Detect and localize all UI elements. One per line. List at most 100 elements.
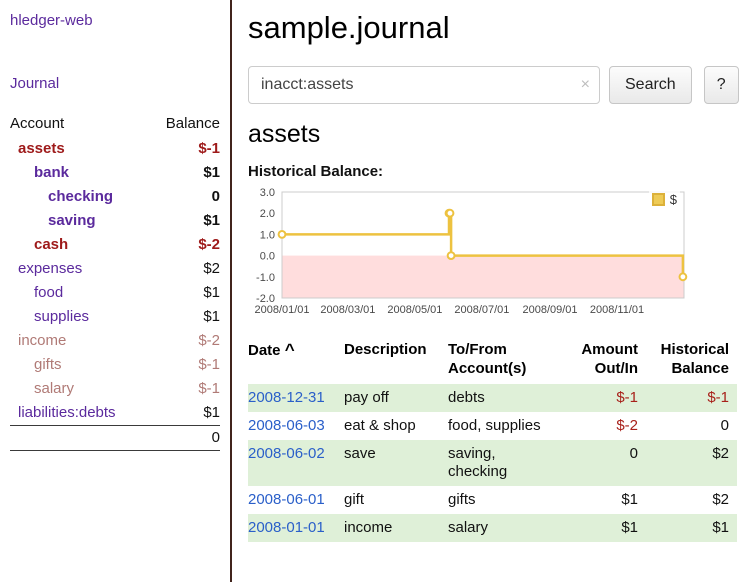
nav-journal-link[interactable]: Journal — [10, 75, 60, 92]
register-date-link[interactable]: 2008-12-31 — [248, 389, 325, 406]
account-cell: cash — [10, 233, 149, 257]
account-link-assets[interactable]: assets — [18, 140, 65, 157]
account-link-saving[interactable]: saving — [48, 212, 96, 229]
app-title-link[interactable]: hledger-web — [10, 12, 93, 29]
register-header-description: Description — [344, 341, 427, 358]
svg-text:2008/01/01: 2008/01/01 — [254, 304, 309, 316]
svg-text:1.0: 1.0 — [260, 229, 275, 241]
svg-text:0.0: 0.0 — [260, 251, 275, 263]
account-balance: $-2 — [198, 332, 220, 349]
search-input[interactable] — [248, 66, 600, 104]
register-accounts: debts — [448, 389, 485, 406]
svg-text:2008/09/01: 2008/09/01 — [522, 304, 577, 316]
register-header-accounts: To/From Account(s) — [448, 341, 527, 377]
register-date-link[interactable]: 2008-01-01 — [248, 519, 325, 536]
sidebar-account-row: expenses $2 — [10, 257, 220, 281]
accounts-header-balance: Balance — [165, 115, 220, 132]
sidebar-account-row: income $-2 — [10, 329, 220, 353]
account-balance: $1 — [203, 164, 220, 181]
register-date-link[interactable]: 2008-06-03 — [248, 417, 325, 434]
register-table: Date ^ Description To/From Account(s) Am… — [248, 338, 737, 542]
account-balance: $2 — [203, 260, 220, 277]
account-balance: 0 — [211, 188, 220, 205]
clear-search-icon[interactable]: × — [580, 76, 590, 93]
register-amount: $-1 — [616, 389, 638, 406]
accounts-header-row: Account Balance — [10, 112, 220, 137]
account-balance: $-1 — [198, 356, 220, 373]
svg-text:2008/11/01: 2008/11/01 — [590, 304, 644, 316]
register-header-date-label: Date — [248, 342, 281, 359]
account-link-bank[interactable]: bank — [34, 164, 70, 181]
register-accounts: food, supplies — [448, 417, 541, 434]
account-cell: assets — [10, 137, 149, 161]
account-heading: assets — [248, 120, 321, 148]
accounts-total-spacer — [10, 425, 149, 451]
account-link-salary[interactable]: salary — [34, 380, 75, 397]
register-description: income — [344, 519, 393, 536]
sidebar: hledger-web Journal Account Balance asse… — [0, 0, 232, 582]
svg-text:2008/05/01: 2008/05/01 — [387, 304, 442, 316]
register-date-cell: 2008-12-31 — [248, 384, 344, 412]
register-accounts: gifts — [448, 491, 476, 508]
account-cell: supplies — [10, 305, 149, 329]
search-bar: × Search ? — [248, 66, 739, 104]
account-cell: salary — [10, 377, 149, 401]
register-row: 2008-12-31 pay off debts $-1 $-1 — [248, 384, 737, 412]
account-link-liabilities-debts[interactable]: liabilities:debts — [18, 404, 116, 421]
sidebar-account-row: bank $1 — [10, 161, 220, 185]
svg-text:2008/03/01: 2008/03/01 — [320, 304, 375, 316]
register-date-link[interactable]: 2008-06-01 — [248, 491, 325, 508]
register-description: eat & shop — [344, 417, 416, 434]
register-amount: $1 — [621, 491, 638, 508]
register-description: gift — [344, 491, 365, 508]
register-amount: $1 — [621, 519, 638, 536]
register-header-date[interactable]: Date ^ — [248, 338, 344, 384]
svg-text:3.0: 3.0 — [260, 187, 275, 199]
chart-title: Historical Balance: — [248, 163, 384, 180]
historical-balance-chart: $ 3.0 2.0 1.0 0.0 -1.0 -2.0 2008/01/01 2008/03/… — [248, 186, 696, 322]
account-link-expenses[interactable]: expenses — [18, 260, 83, 277]
accounts-total-row: 0 — [10, 425, 220, 451]
register-description: pay off — [344, 389, 389, 406]
page-title: sample.journal — [248, 10, 450, 45]
search-button[interactable]: Search — [609, 66, 692, 104]
account-cell: gifts — [10, 353, 149, 377]
register-amount: $-2 — [616, 417, 638, 434]
register-row: 2008-06-02 save saving, checking 0 $2 — [248, 440, 737, 486]
register-description: save — [344, 445, 376, 462]
account-cell: income — [10, 329, 149, 353]
sidebar-account-row: food $1 — [10, 281, 220, 305]
account-link-supplies[interactable]: supplies — [34, 308, 90, 325]
legend-label: $ — [669, 192, 677, 207]
accounts-table: Account Balance assets $-1 bank $1 checking 0… — [10, 112, 220, 451]
account-cell: expenses — [10, 257, 149, 281]
sidebar-account-row: saving $1 — [10, 209, 220, 233]
account-cell: bank — [10, 161, 149, 185]
account-cell: food — [10, 281, 149, 305]
svg-text:-1.0: -1.0 — [256, 272, 275, 284]
main-content: sample.journal × Search ? assets Histori… — [232, 0, 742, 582]
account-cell: saving — [10, 209, 149, 233]
register-row: 2008-06-03 eat & shop food, supplies $-2 0 — [248, 412, 737, 440]
account-link-food[interactable]: food — [34, 284, 64, 301]
register-date-cell: 2008-06-02 — [248, 440, 344, 486]
help-button[interactable]: ? — [703, 66, 739, 104]
register-amount: 0 — [629, 445, 638, 462]
sort-asc-icon: ^ — [284, 340, 295, 359]
account-balance: $-1 — [198, 140, 220, 157]
account-link-cash[interactable]: cash — [34, 236, 69, 253]
register-balance: $2 — [712, 445, 729, 462]
account-link-checking[interactable]: checking — [48, 188, 114, 205]
register-row: 2008-06-01 gift gifts $1 $2 — [248, 486, 737, 514]
register-header-row: Date ^ Description To/From Account(s) Am… — [248, 338, 737, 384]
account-link-gifts[interactable]: gifts — [34, 356, 62, 373]
account-balance: $1 — [203, 284, 220, 301]
svg-text:2.0: 2.0 — [260, 208, 275, 220]
register-date-link[interactable]: 2008-06-02 — [248, 445, 325, 462]
sidebar-account-row: assets $-1 — [10, 137, 220, 161]
chart-legend: $ — [648, 191, 680, 208]
account-link-income[interactable]: income — [18, 332, 67, 349]
account-balance: $1 — [203, 212, 220, 229]
search-input-wrap: × — [248, 66, 600, 104]
